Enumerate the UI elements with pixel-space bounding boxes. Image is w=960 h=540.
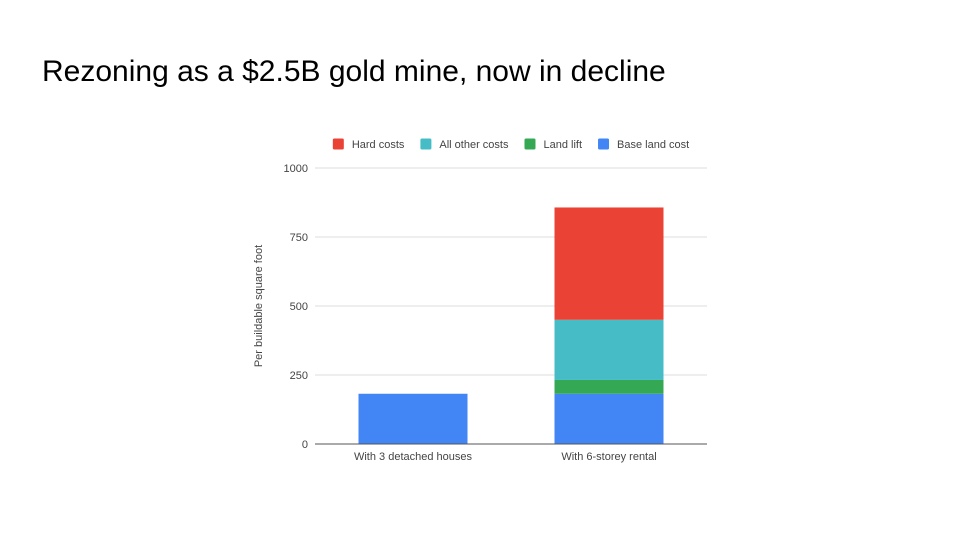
legend-swatch-all-other-costs [420, 138, 432, 150]
slide-title: Rezoning as a $2.5B gold mine, now in de… [42, 55, 666, 88]
bars [358, 207, 664, 444]
y-tick-labels: 0 250 500 750 1000 [284, 163, 308, 451]
bar-base-land-cost-with-3-detached-houses [358, 393, 468, 444]
y-tick-label-750: 750 [290, 232, 308, 244]
y-tick-label-500: 500 [290, 301, 308, 313]
y-tick-label-250: 250 [290, 370, 308, 382]
legend-label-base-land-cost: Base land cost [617, 139, 689, 151]
legend-label-all-other-costs: All other costs [439, 139, 509, 151]
legend: Hard costs All other costs Land lift Base l… [332, 138, 689, 151]
legend-swatch-base-land-cost [598, 138, 610, 150]
legend-swatch-hard-costs [332, 138, 344, 150]
legend-swatch-land-lift [524, 138, 536, 150]
legend-label-land-lift: Land lift [543, 139, 582, 151]
bar-hard-costs-with-6-storey-rental [554, 207, 664, 320]
y-tick-label-1000: 1000 [284, 163, 308, 175]
y-tick-label-0: 0 [302, 439, 308, 451]
x-tick-label-with-6-storey-rental: With 6-storey rental [561, 451, 656, 463]
y-axis-title: Per buildable square foot [253, 245, 265, 367]
x-tick-label-with-3-detached-houses: With 3 detached houses [354, 451, 473, 463]
x-tick-labels: With 3 detached houses With 6-storey rent… [354, 451, 657, 463]
bar-land-lift-with-6-storey-rental [554, 379, 664, 394]
legend-label-hard-costs: Hard costs [352, 139, 405, 151]
bar-base-land-cost-with-6-storey-rental [554, 393, 664, 444]
bar-all-other-costs-with-6-storey-rental [554, 319, 664, 380]
